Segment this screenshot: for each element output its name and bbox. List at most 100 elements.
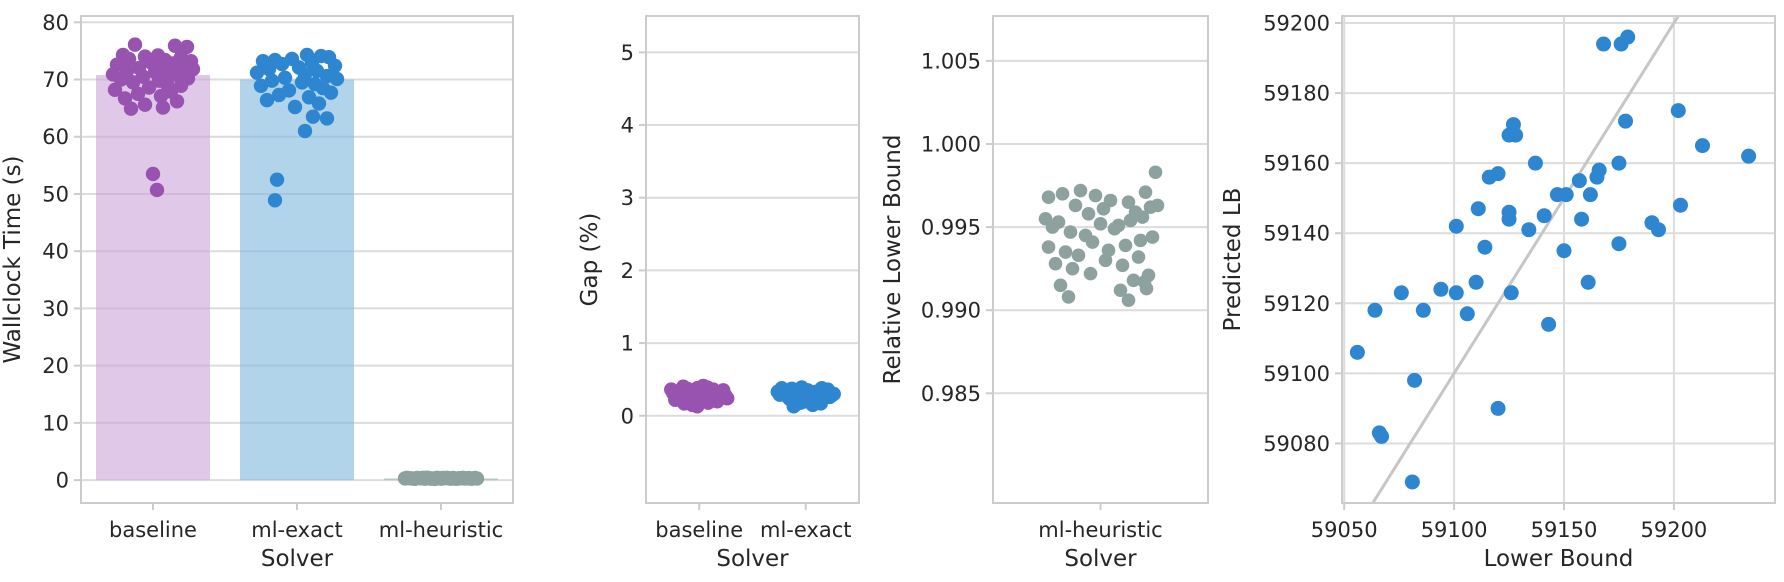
strip-point [1071,248,1086,263]
strip-ml-heuristic [1038,165,1165,308]
strip-point [169,94,185,109]
strip-point [1048,256,1063,271]
strip-point [1093,216,1108,231]
strip-point [127,37,143,52]
scatter-point [1503,285,1519,301]
ytick-label: 0.990 [921,299,981,323]
scatter-point [1672,197,1688,213]
scatter-point [1393,285,1409,301]
scatter-point [1470,201,1486,217]
scatter-point [1367,302,1383,318]
strip-point [1088,188,1103,203]
scatter-point [1741,148,1757,164]
scatter-point [1618,113,1634,129]
strip-point [1098,253,1113,268]
ytick-label: 0.995 [921,216,981,240]
ytick-label: 59200 [1263,12,1330,36]
scatter-point [1490,400,1506,416]
strip-point [1096,202,1111,216]
strip-point [1063,225,1078,239]
scatter-points [1349,29,1757,490]
scatter-point [1468,274,1484,290]
strip-point [1081,206,1096,221]
strip-point [1055,187,1070,201]
x-axis-label: Solver [1064,546,1137,572]
strip-point [1148,165,1163,180]
scatter-point [1611,155,1627,171]
x-axis-label: Solver [716,546,789,572]
strip-point [1121,293,1136,308]
axes-spines [645,15,860,504]
strip-point [253,78,269,94]
strip-point [137,97,153,112]
ytick-label: 10 [42,411,69,435]
strip-point [277,70,293,86]
strip-point [1115,258,1130,273]
strip-point [155,100,171,115]
scatter-point [1611,236,1627,252]
strip-point [1041,190,1056,204]
scatter-point [1694,138,1710,154]
ytick-label: 20 [42,354,69,378]
strip-point [1065,261,1080,276]
xtick-label: 59150 [1531,518,1598,542]
xtick-label: baseline [655,518,743,542]
strip-point [141,80,157,95]
strip-point [710,394,725,409]
strip-point [1138,185,1153,199]
scatter-point [1574,211,1590,227]
subplot-2: 0 1 2 3 4 5 baseline ml-exact Solver Gap (%) [577,15,860,572]
axes-spines [1341,15,1776,504]
strip-ml-exact [249,47,345,208]
strip-point [319,111,335,126]
scatter-point [1670,103,1686,119]
scatter-point [1415,302,1431,318]
xtick-label: ml-heuristic [379,518,503,542]
scatter-point [1541,316,1557,332]
y-axis-label: Relative Lower Bound [880,135,906,385]
strip-point [271,87,287,103]
bar-baseline [96,74,210,481]
strip-point [770,384,785,399]
strip-point [1145,230,1160,244]
strip-baseline [105,37,201,198]
scatter-point [1651,222,1667,238]
ytick-label: 59120 [1263,292,1330,316]
strip-point [249,65,265,80]
strip-point [1118,238,1133,253]
strip-point [274,56,290,72]
strip-point [323,85,339,100]
ytick-label: 59140 [1263,222,1330,246]
x-axis-label: Solver [261,546,334,572]
y-axis-label: Predicted LB [1220,188,1246,332]
scatter-point [1448,285,1464,301]
strip-point [696,378,711,394]
strip-point [1123,213,1138,228]
xtick-label: baseline [109,518,197,542]
scatter-point [1448,218,1464,234]
scatter-point [1556,243,1572,259]
scatter-point [1477,239,1493,255]
strip-point [305,109,321,124]
strip-point [107,82,123,98]
strip-point [297,123,313,139]
x-axis-label: Lower Bound [1484,546,1634,572]
strip-point [153,88,169,104]
ytick-label: 60 [42,125,69,149]
ytick-label: 1.000 [921,132,981,156]
ytick-label: 0 [56,469,69,493]
strip-point [403,471,419,486]
strip-point [1126,273,1141,288]
strip-point [259,92,275,108]
ytick-label: 40 [42,240,69,264]
scatter-point [1349,344,1365,360]
subplot-4: 59080 59100 59120 59140 59160 59180 59200 59050… [1220,12,1776,572]
strip-point [1073,183,1088,198]
ytick-label: 59080 [1263,432,1330,456]
scatter-point [1508,127,1524,143]
strip-point [786,399,801,414]
strip-point [123,101,139,116]
strip-point [1053,278,1068,293]
strip-point [294,75,310,90]
